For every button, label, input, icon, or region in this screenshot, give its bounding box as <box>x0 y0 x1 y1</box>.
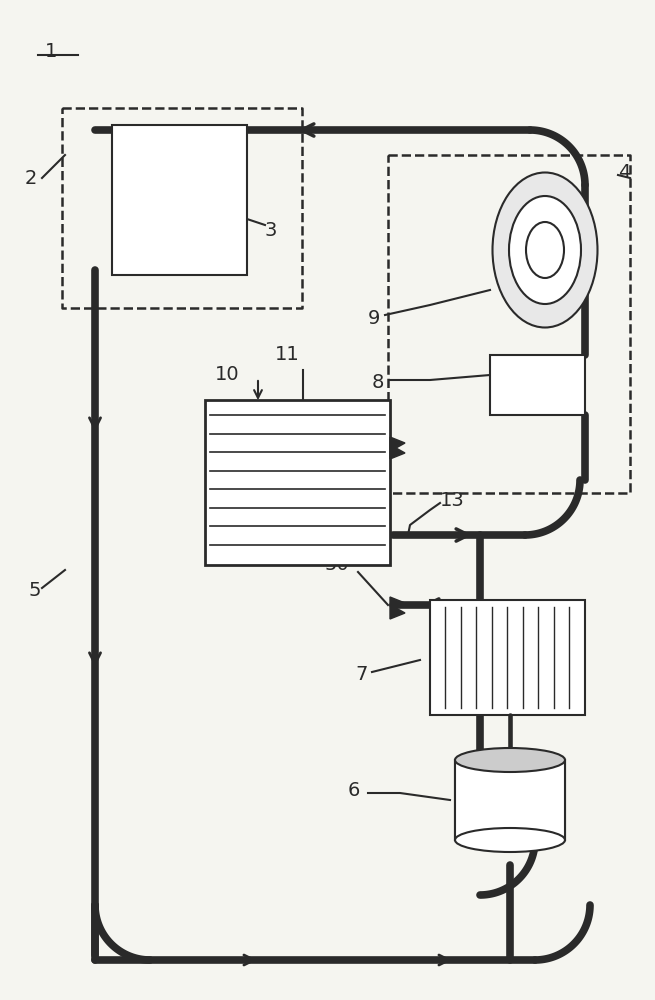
Text: 10: 10 <box>215 365 240 384</box>
Text: 4: 4 <box>618 162 630 182</box>
Bar <box>205 400 390 565</box>
Ellipse shape <box>509 196 581 304</box>
Ellipse shape <box>526 222 564 278</box>
Ellipse shape <box>493 172 597 328</box>
Text: 30: 30 <box>325 426 350 444</box>
Text: 2: 2 <box>25 168 37 188</box>
Text: 7: 7 <box>355 666 367 684</box>
Bar <box>112 125 247 275</box>
Ellipse shape <box>455 748 565 772</box>
Text: 11: 11 <box>275 346 300 364</box>
Text: 9: 9 <box>368 308 381 328</box>
Text: 3: 3 <box>265 221 277 239</box>
Ellipse shape <box>455 828 565 852</box>
Text: 13: 13 <box>440 490 465 510</box>
Text: 1: 1 <box>45 42 58 61</box>
Polygon shape <box>390 597 405 619</box>
Bar <box>490 355 585 415</box>
Bar <box>455 760 565 840</box>
Polygon shape <box>390 437 405 459</box>
Text: 5: 5 <box>28 580 41 599</box>
Text: 8: 8 <box>372 372 384 391</box>
Text: 50: 50 <box>325 556 350 574</box>
Bar <box>430 600 585 715</box>
Text: 6: 6 <box>348 780 360 800</box>
